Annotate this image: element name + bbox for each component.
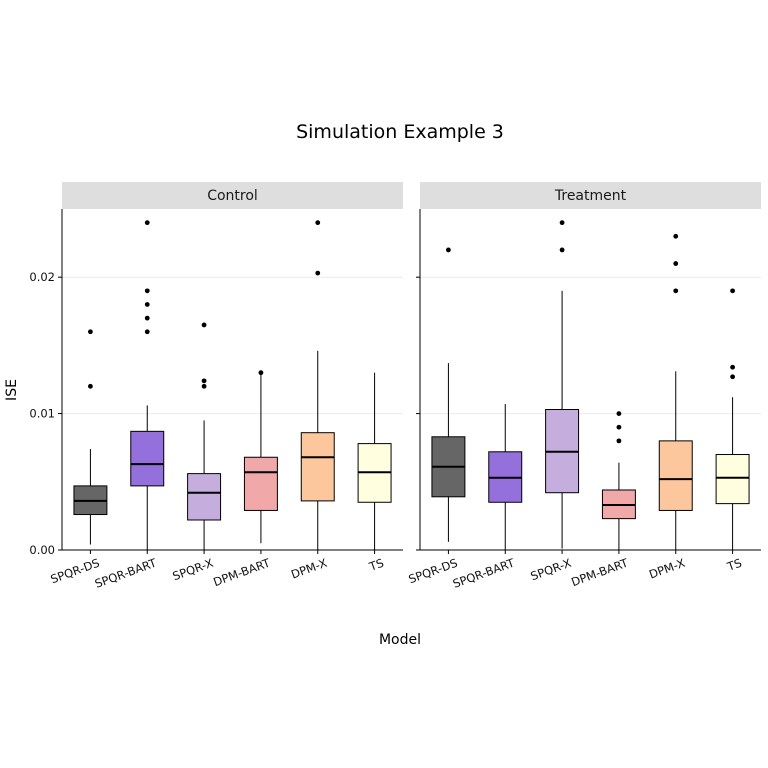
outlier-point xyxy=(315,270,321,276)
x-tick-label: SPQR-X xyxy=(529,556,574,584)
box-spqr-ds xyxy=(431,247,466,542)
box-spqr-x xyxy=(545,220,580,549)
x-tick-label: DPM-X xyxy=(647,556,687,582)
outlier-point xyxy=(673,261,679,266)
x-tick-label: SPQR-BART xyxy=(451,555,517,591)
panel-strip xyxy=(420,182,761,209)
outlier-point xyxy=(559,220,565,226)
x-tick-label: DPM-BART xyxy=(211,555,273,589)
outlier-point xyxy=(315,220,321,226)
box-spqr-bart xyxy=(488,404,523,550)
outlier-point xyxy=(258,370,264,376)
outlier-point xyxy=(616,411,622,416)
outlier-point xyxy=(144,288,150,294)
box-dpm-x xyxy=(658,233,693,550)
box-spqr-ds xyxy=(73,329,108,545)
box-iqr xyxy=(187,473,222,521)
box-dpm-bart xyxy=(601,411,636,550)
outlier-point xyxy=(144,302,150,307)
box-iqr xyxy=(130,430,165,487)
y-tick-label: 0.01 xyxy=(29,407,55,421)
outlier-point xyxy=(673,233,679,239)
chart-title: Simulation Example 3 xyxy=(296,121,504,143)
outlier-point xyxy=(88,329,93,335)
x-axis-title: Model xyxy=(379,632,421,648)
box-ts xyxy=(715,288,750,550)
outlier-point xyxy=(559,247,565,253)
outlier-point xyxy=(144,315,150,321)
box-iqr xyxy=(715,454,750,505)
box-spqr-bart xyxy=(130,220,165,550)
outlier-point xyxy=(616,424,622,430)
outlier-point xyxy=(446,247,451,253)
outlier-point xyxy=(730,364,735,370)
y-tick-label: 0.02 xyxy=(29,270,55,284)
outlier-point xyxy=(201,322,207,328)
outlier-point xyxy=(144,220,150,226)
y-axis-title: ISE xyxy=(4,379,20,401)
x-tick-label: TS xyxy=(724,556,743,574)
x-tick-label: SPQR-X xyxy=(171,556,216,584)
box-spqr-x xyxy=(187,322,222,550)
outlier-point xyxy=(144,329,150,335)
box-dpm-bart xyxy=(243,370,278,544)
outlier-point xyxy=(88,383,93,389)
x-tick-label: SPQR-BART xyxy=(93,555,159,591)
outlier-point xyxy=(201,383,207,389)
x-tick-label: DPM-BART xyxy=(569,555,631,589)
panel-strip-label: Control xyxy=(207,188,258,204)
box-iqr xyxy=(658,440,693,511)
box-dpm-x xyxy=(300,220,335,550)
outlier-point xyxy=(730,374,735,380)
x-tick-label: TS xyxy=(366,556,385,574)
panel-strip xyxy=(62,182,403,209)
outlier-point xyxy=(616,438,622,444)
box-iqr xyxy=(243,456,278,511)
y-tick-label: 0.00 xyxy=(29,543,55,557)
panel-strip-label: Treatment xyxy=(554,188,627,204)
outlier-point xyxy=(201,378,207,384)
x-tick-label: DPM-X xyxy=(289,556,329,582)
box-ts xyxy=(357,372,392,550)
outlier-point xyxy=(673,288,679,294)
box-iqr xyxy=(300,432,335,502)
outlier-point xyxy=(730,288,735,294)
